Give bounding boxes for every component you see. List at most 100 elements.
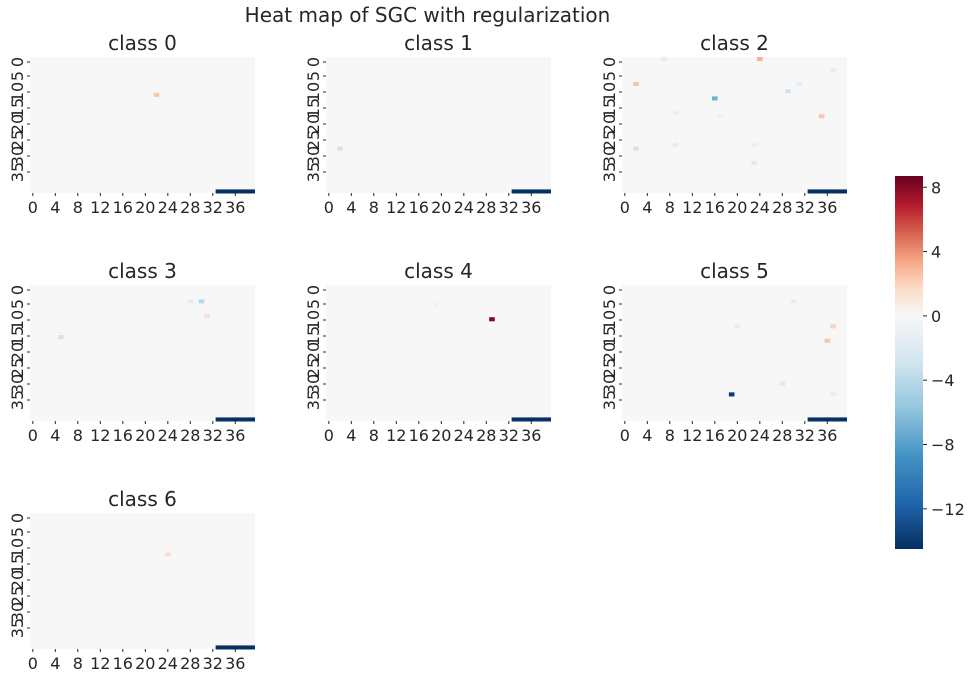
x-tick-label: 4 bbox=[642, 198, 652, 217]
colorbar-tick-label: −8 bbox=[931, 435, 955, 454]
x-tick-label: 12 bbox=[90, 654, 110, 673]
x-tick-label: 20 bbox=[135, 198, 155, 217]
heatmap-cell bbox=[728, 392, 735, 397]
heatmap-cell bbox=[807, 417, 847, 422]
y-tick-label: 15 bbox=[304, 326, 323, 346]
y-tick-label: 30 bbox=[8, 374, 27, 394]
heatmap-cell bbox=[672, 142, 679, 147]
x-tick-label: 28 bbox=[476, 198, 496, 217]
y-tick-label: 10 bbox=[304, 82, 323, 102]
y-tick-label: 20 bbox=[600, 342, 619, 362]
x-tick-label: 24 bbox=[454, 198, 474, 217]
y-tick-label: 35 bbox=[8, 162, 27, 182]
x-tick-label: 12 bbox=[386, 198, 406, 217]
y-tick-label: 0 bbox=[8, 285, 27, 295]
x-tick-label: 8 bbox=[73, 426, 83, 445]
y-tick-label: 30 bbox=[600, 374, 619, 394]
heatmap-cell bbox=[215, 417, 255, 422]
heatmap-cell bbox=[633, 82, 639, 87]
x-tick-label: 12 bbox=[90, 426, 110, 445]
panel-title: class 1 bbox=[404, 31, 473, 55]
y-tick-label: 15 bbox=[8, 554, 27, 574]
x-tick-label: 8 bbox=[369, 426, 379, 445]
y-tick-label: 0 bbox=[304, 285, 323, 295]
x-tick-label: 32 bbox=[499, 198, 519, 217]
heatmap-cell bbox=[734, 324, 741, 329]
heatmap-cell bbox=[165, 552, 171, 557]
y-tick-label: 0 bbox=[600, 285, 619, 295]
y-tick-label: 10 bbox=[600, 310, 619, 330]
heatmap-cell bbox=[757, 57, 763, 62]
x-tick-label: 16 bbox=[113, 426, 133, 445]
y-tick-label: 20 bbox=[304, 342, 323, 362]
y-tick-label: 20 bbox=[8, 114, 27, 134]
x-tick-label: 32 bbox=[795, 198, 815, 217]
x-tick-label: 16 bbox=[409, 198, 429, 217]
y-tick-label: 25 bbox=[304, 130, 323, 150]
y-tick-label: 35 bbox=[8, 390, 27, 410]
heatmap-cell bbox=[830, 324, 836, 329]
heatmap-cell bbox=[58, 335, 64, 340]
x-tick-label: 16 bbox=[705, 198, 725, 217]
heatmap-cell bbox=[751, 142, 757, 147]
x-tick-label: 20 bbox=[135, 654, 155, 673]
heatmap-cell bbox=[779, 381, 786, 386]
x-tick-label: 20 bbox=[727, 426, 747, 445]
x-tick-label: 32 bbox=[203, 426, 223, 445]
y-tick-label: 30 bbox=[8, 602, 27, 622]
y-tick-label: 25 bbox=[600, 130, 619, 150]
y-tick-label: 30 bbox=[304, 146, 323, 166]
x-tick-label: 24 bbox=[750, 198, 770, 217]
x-tick-label: 12 bbox=[90, 198, 110, 217]
heatmap-cell bbox=[790, 299, 797, 304]
panel-title: class 5 bbox=[700, 259, 769, 283]
x-tick-label: 36 bbox=[817, 426, 837, 445]
heatmap-cell bbox=[712, 96, 718, 101]
y-tick-label: 0 bbox=[8, 513, 27, 523]
y-tick-label: 5 bbox=[304, 299, 323, 309]
x-tick-label: 20 bbox=[135, 426, 155, 445]
x-tick-label: 8 bbox=[73, 654, 83, 673]
panel-title: class 6 bbox=[108, 487, 177, 511]
heatmap-background bbox=[30, 285, 255, 421]
x-tick-label: 28 bbox=[180, 198, 200, 217]
x-tick-label: 28 bbox=[476, 426, 496, 445]
y-tick-label: 0 bbox=[304, 57, 323, 67]
x-tick-label: 16 bbox=[113, 654, 133, 673]
x-tick-label: 24 bbox=[158, 198, 178, 217]
panel-title: class 2 bbox=[700, 31, 769, 55]
y-tick-label: 25 bbox=[600, 358, 619, 378]
heatmap-cell bbox=[511, 189, 551, 194]
x-tick-label: 0 bbox=[324, 198, 334, 217]
x-tick-label: 32 bbox=[499, 426, 519, 445]
x-tick-label: 20 bbox=[431, 198, 451, 217]
y-tick-label: 5 bbox=[304, 71, 323, 81]
colorbar-tick-label: 8 bbox=[931, 178, 941, 197]
colorbar-tick-label: −12 bbox=[931, 500, 965, 519]
x-tick-label: 36 bbox=[225, 426, 245, 445]
heatmap-cell bbox=[824, 338, 831, 343]
heatmap-cell bbox=[751, 160, 757, 165]
heatmap-background bbox=[622, 285, 847, 421]
panel-title: class 3 bbox=[108, 259, 177, 283]
heatmap-background bbox=[326, 57, 551, 193]
colorbar-tick-label: 0 bbox=[931, 307, 941, 326]
y-tick-label: 35 bbox=[8, 618, 27, 638]
y-tick-label: 15 bbox=[8, 326, 27, 346]
x-tick-label: 12 bbox=[682, 198, 702, 217]
x-tick-label: 0 bbox=[620, 426, 630, 445]
heatmap-cell bbox=[511, 417, 551, 422]
x-tick-label: 28 bbox=[180, 654, 200, 673]
panel-title: class 4 bbox=[404, 259, 473, 283]
x-tick-label: 24 bbox=[750, 426, 770, 445]
x-tick-label: 20 bbox=[431, 426, 451, 445]
y-tick-label: 20 bbox=[8, 570, 27, 590]
y-tick-label: 35 bbox=[600, 390, 619, 410]
colorbar: 8 4 0 −4 −8 −12 bbox=[895, 176, 965, 549]
y-tick-label: 5 bbox=[600, 299, 619, 309]
y-tick-label: 10 bbox=[8, 310, 27, 330]
